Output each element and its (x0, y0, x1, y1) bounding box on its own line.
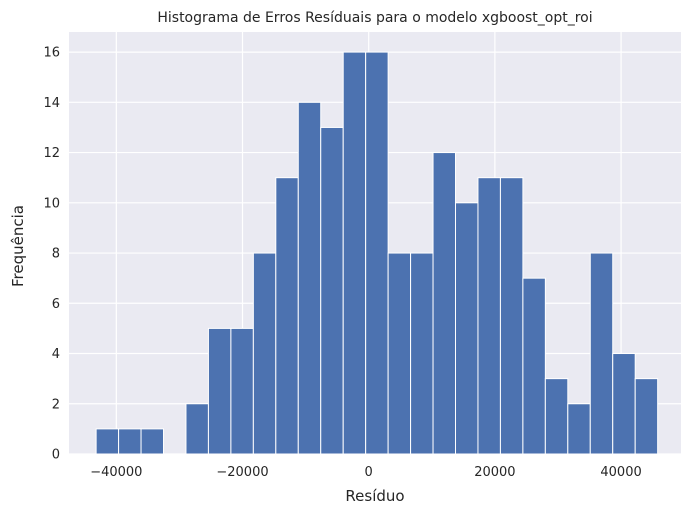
histogram-bar (230, 327, 254, 455)
histogram-bar (118, 428, 142, 455)
histogram-bar (185, 403, 209, 455)
histogram-bar (297, 101, 322, 455)
histogram-bar (410, 252, 434, 455)
x-tick-label: 40000 (600, 465, 641, 480)
histogram-bar (252, 252, 277, 455)
histogram-bar (342, 51, 367, 455)
y-tick-label: 6 (52, 297, 60, 312)
histogram-bar (95, 428, 120, 455)
chart-title: Histograma de Erros Resíduais para o mod… (157, 10, 592, 26)
x-axis-ticks: −40000 −20000 0 20000 40000 (90, 465, 642, 480)
y-axis-ticks: 0 2 4 6 8 10 12 14 16 (43, 46, 60, 463)
y-axis-label: Frequência (9, 205, 27, 287)
y-tick-label: 10 (43, 196, 60, 211)
x-tick-label: 20000 (474, 465, 515, 480)
y-tick-label: 4 (52, 347, 60, 362)
histogram-bar (612, 353, 636, 455)
histogram-bar (499, 177, 524, 455)
y-tick-label: 14 (43, 96, 60, 111)
histogram-bar (387, 252, 412, 455)
x-tick-label: −40000 (90, 465, 142, 480)
y-tick-label: 16 (43, 46, 60, 61)
histogram-bar (365, 51, 389, 455)
y-tick-label: 12 (43, 146, 60, 161)
x-axis-label: Resíduo (345, 487, 404, 505)
histogram-bar (522, 277, 546, 455)
histogram-bar (140, 428, 165, 455)
x-tick-label: −20000 (216, 465, 268, 480)
histogram-bar (432, 152, 457, 455)
histogram-bar (207, 327, 232, 455)
histogram-bar (544, 378, 569, 455)
histogram-bar (455, 202, 479, 455)
x-tick-label: 0 (365, 465, 373, 480)
histogram-bar (477, 177, 501, 455)
y-tick-label: 0 (52, 448, 60, 463)
histogram-bar (275, 177, 299, 455)
histogram-bar (634, 378, 659, 455)
y-tick-label: 2 (52, 397, 60, 412)
histogram-bar (589, 252, 614, 455)
histogram-bar (567, 403, 591, 455)
histogram-bars (95, 51, 659, 455)
histogram-bar (320, 126, 344, 455)
y-tick-label: 8 (52, 247, 60, 262)
